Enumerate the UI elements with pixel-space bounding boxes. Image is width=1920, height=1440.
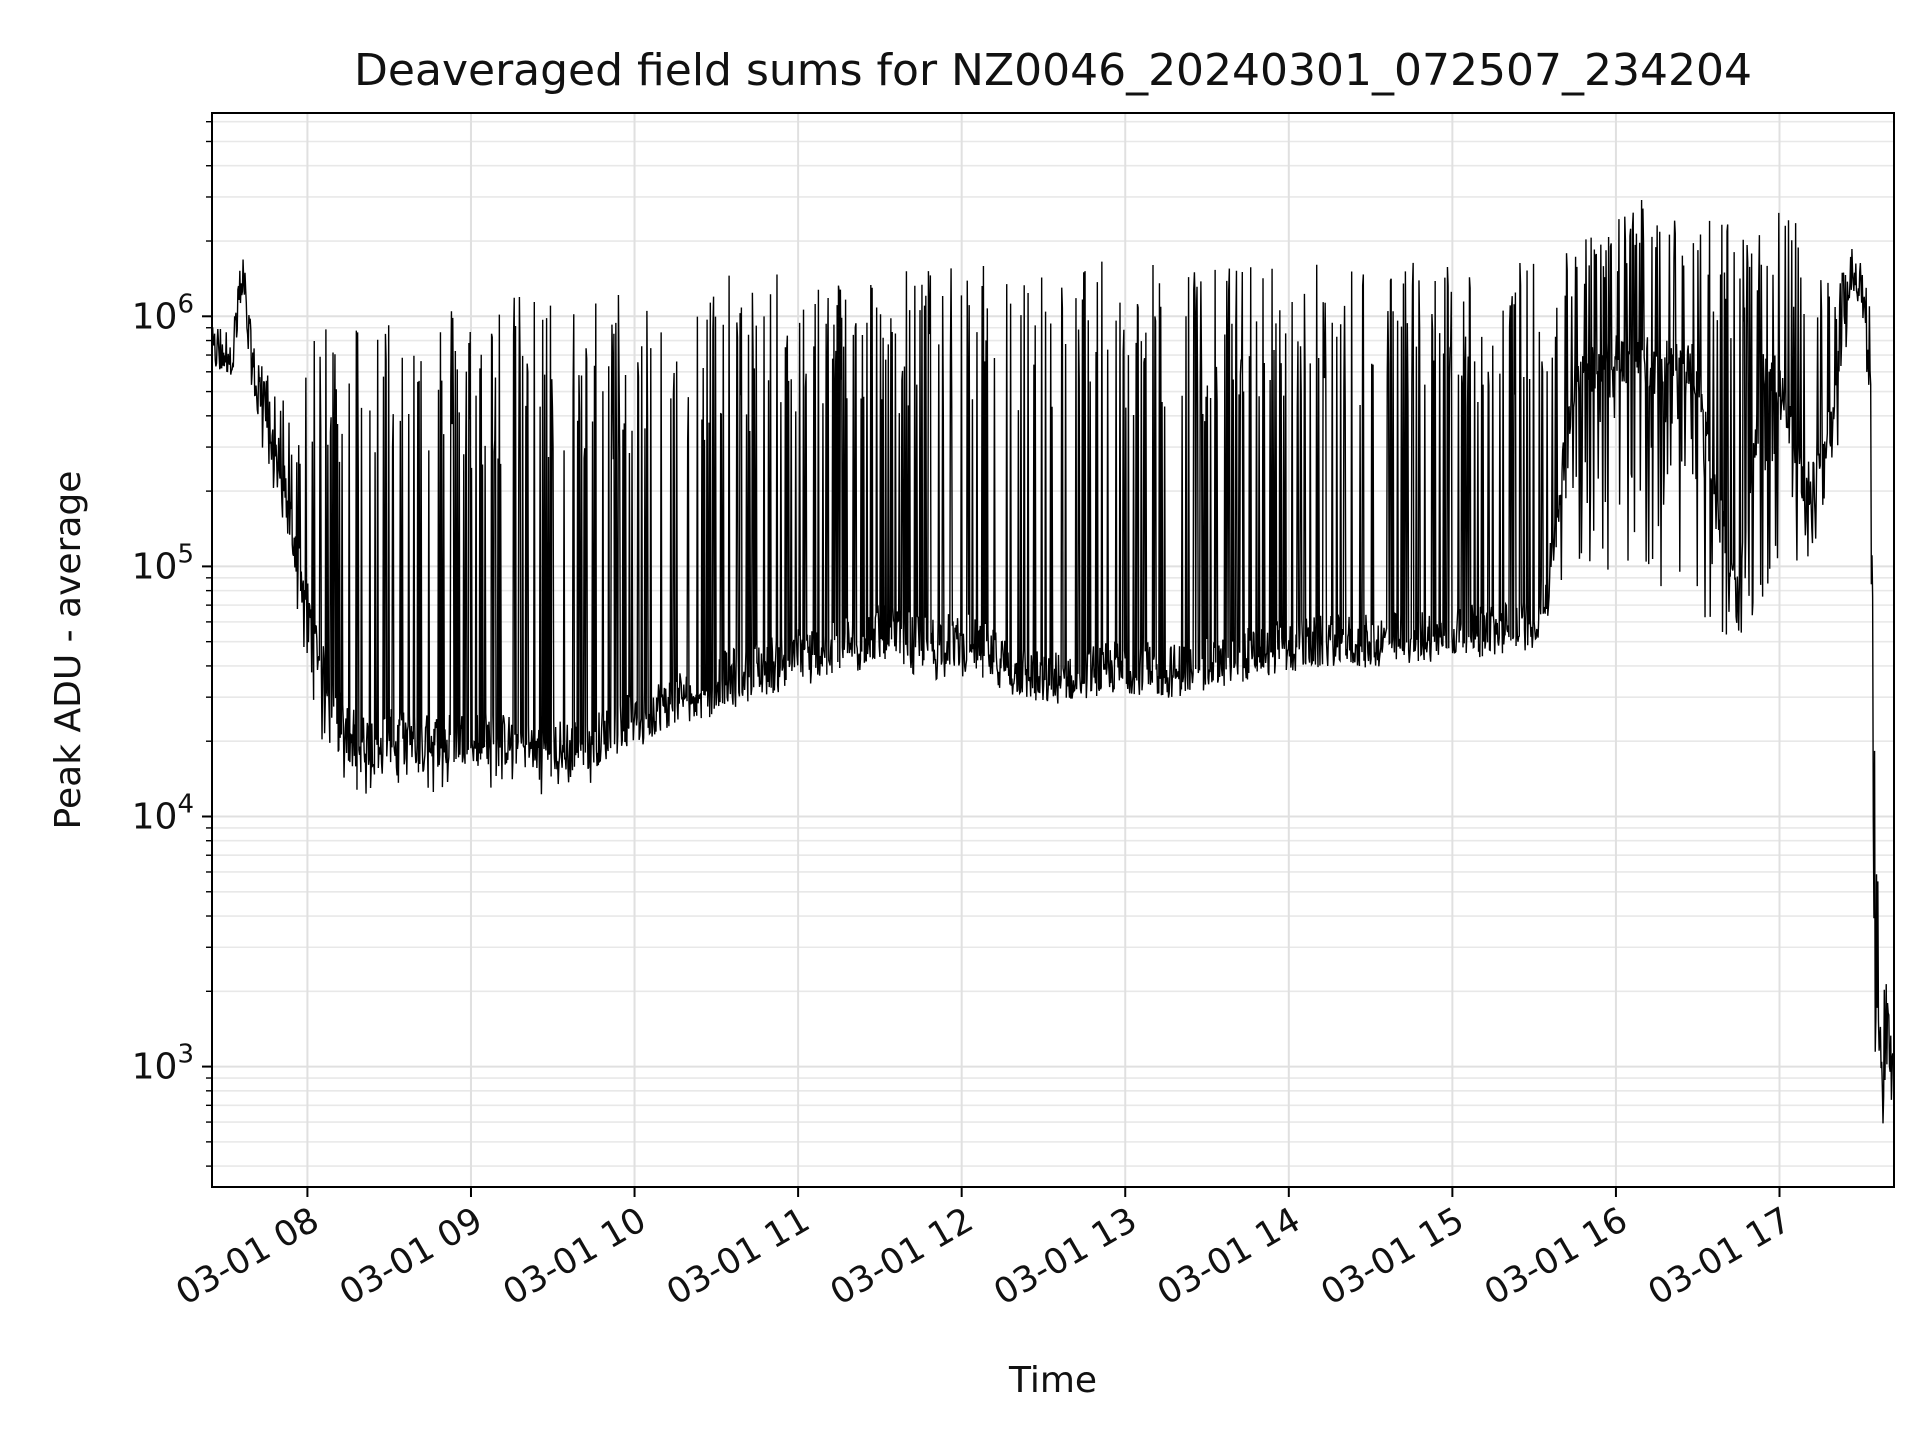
x-tick-label: 03-01 12 — [824, 1200, 980, 1313]
x-tick-label: 03-01 09 — [333, 1200, 489, 1313]
x-tick-label: 03-01 16 — [1478, 1200, 1634, 1313]
y-axis-label: Peak ADU - average — [48, 471, 89, 830]
series-line — [212, 200, 1894, 1130]
y-axis-ticks: 103 104 105 106 — [132, 120, 212, 1167]
x-axis-label: Time — [1008, 1360, 1097, 1401]
x-tick-label: 03-01 15 — [1315, 1200, 1471, 1313]
x-tick-label: 03-01 14 — [1151, 1200, 1307, 1313]
x-tick-label: 03-01 08 — [170, 1200, 326, 1313]
plot-area-frame — [211, 112, 1895, 1188]
x-tick-label: 03-01 13 — [987, 1200, 1143, 1313]
y-tick-label: 104 — [132, 789, 194, 837]
x-tick-label: 03-01 11 — [660, 1200, 816, 1313]
x-tick-label: 03-01 10 — [497, 1200, 653, 1313]
y-tick-label: 106 — [132, 289, 194, 337]
x-axis-ticks: 03-01 08 03-01 09 03-01 10 03-01 11 03-01 12… — [170, 1187, 1798, 1313]
chart-title: Deaveraged field sums for NZ0046_2024030… — [354, 45, 1752, 96]
series-layer — [212, 200, 1894, 1130]
y-tick-label: 103 — [132, 1040, 194, 1088]
y-tick-label: 105 — [132, 539, 194, 587]
x-tick-label: 03-01 17 — [1642, 1200, 1798, 1313]
